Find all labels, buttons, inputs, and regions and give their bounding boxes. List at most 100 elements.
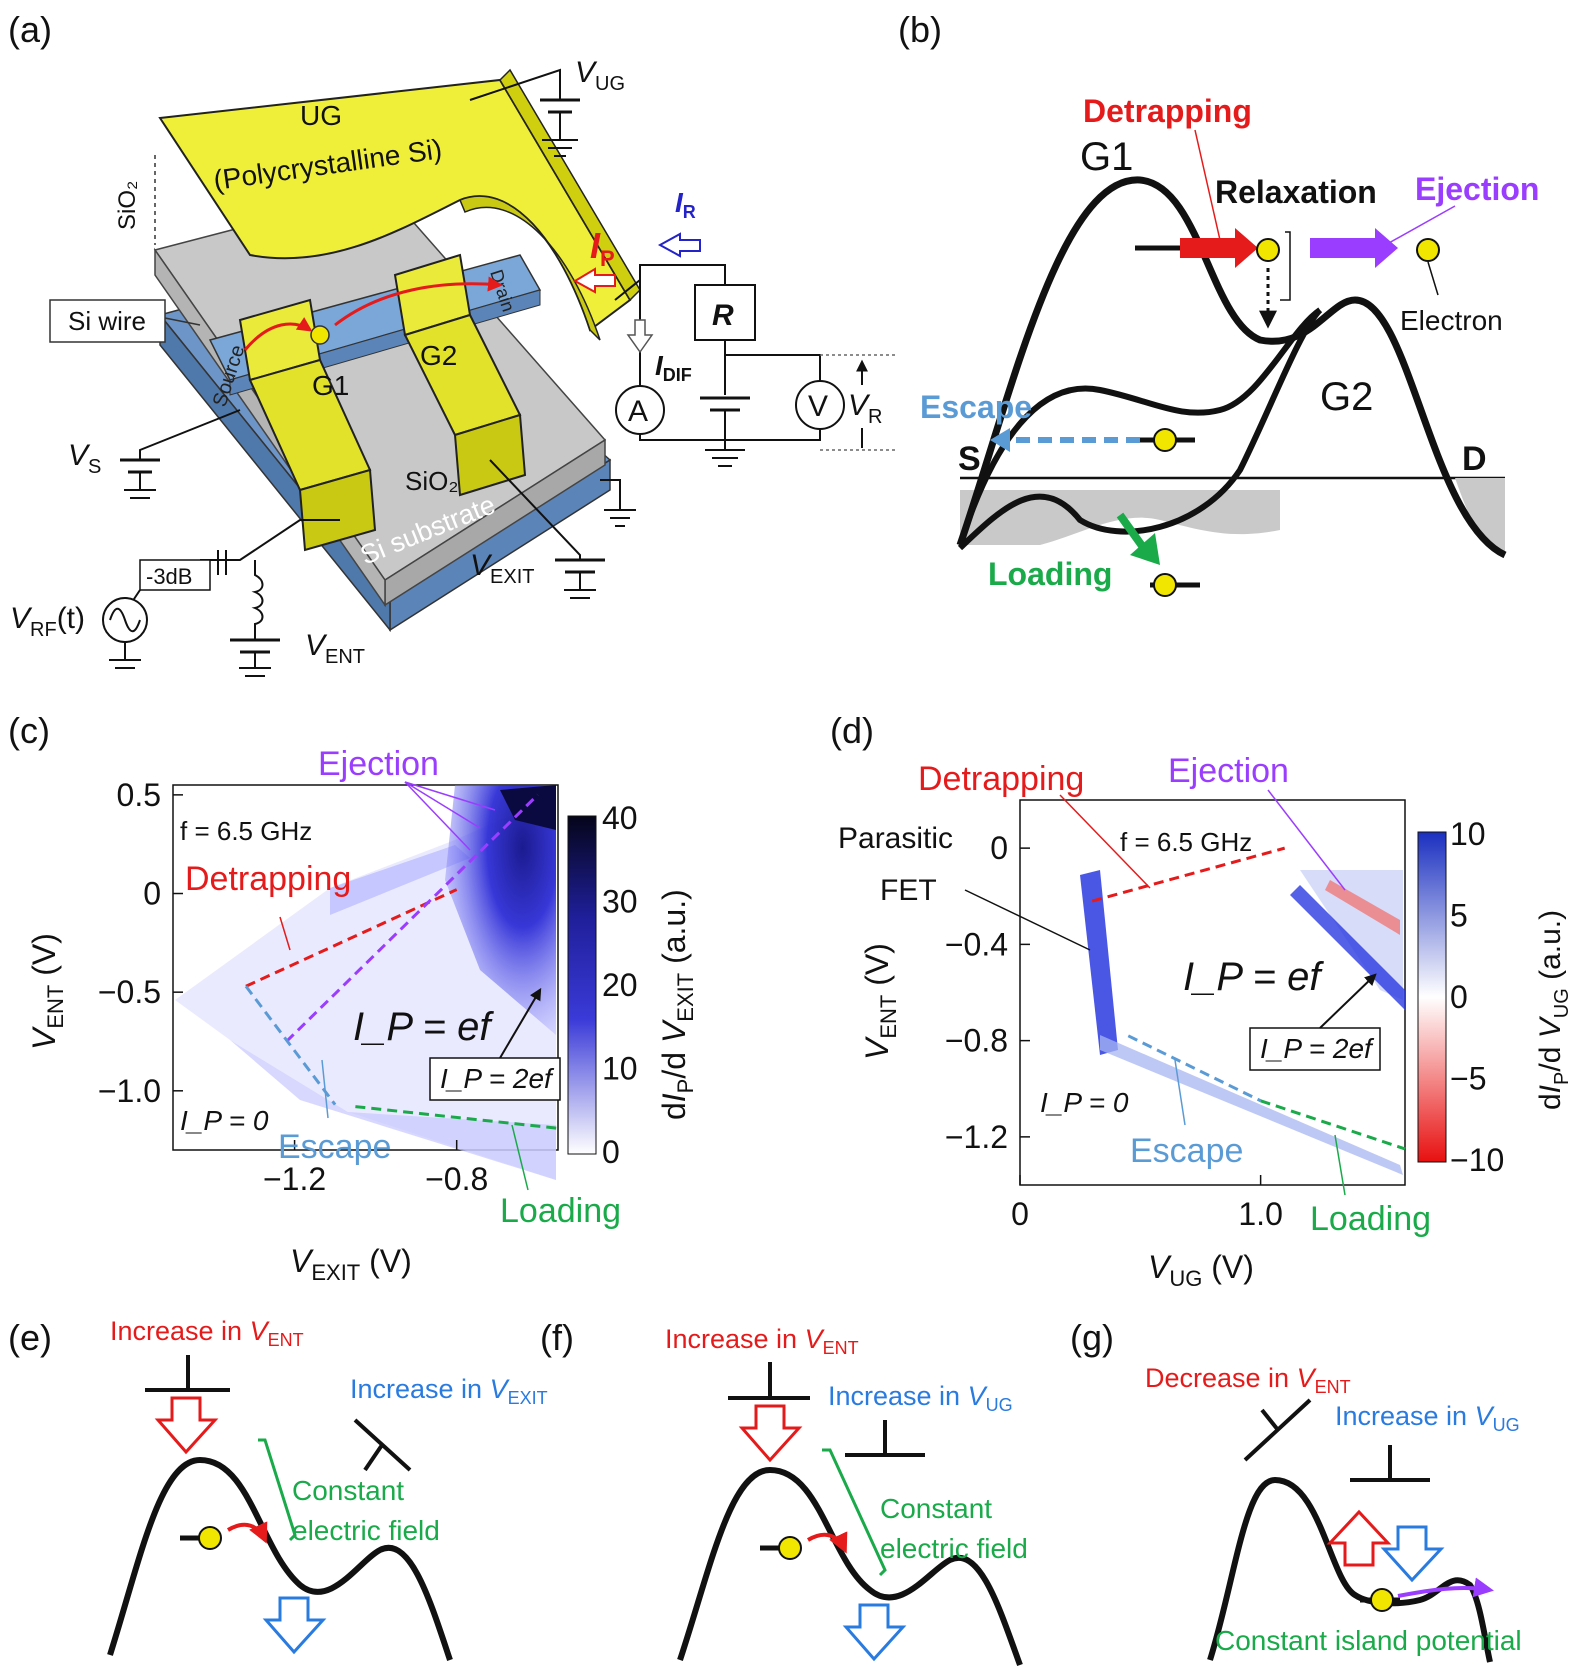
ip-label: IP — [590, 225, 615, 271]
colorbar-tick-label: −5 — [1450, 1061, 1486, 1097]
panel-label-b: (b) — [898, 9, 942, 50]
x-tick-label: −0.8 — [425, 1161, 488, 1197]
y-tick-label: 0 — [143, 876, 161, 912]
v-ug-label: VUG — [575, 56, 625, 95]
g-potential-curve — [1207, 1476, 1493, 1663]
y-tick-label: −0.4 — [945, 926, 1008, 962]
c-ip-ef-label: I_P = ef — [353, 1005, 494, 1049]
detrapping-arrow-icon — [1180, 228, 1258, 268]
colorbar-tick-label: 30 — [602, 884, 638, 920]
d-fet-label: FET — [880, 874, 937, 907]
escape-arrow-icon — [990, 428, 1010, 452]
c-freq-label: f = 6.5 GHz — [180, 816, 312, 846]
electron-dot — [310, 325, 330, 345]
g-dec-ent-label: Decrease in VENT — [1145, 1363, 1351, 1397]
sio2-top-label: SiO₂ — [114, 181, 141, 230]
ug-label: UG — [300, 100, 342, 131]
ip-arrow-icon — [572, 267, 616, 294]
parasitic-fet-band — [1080, 870, 1118, 1055]
v-s-label: VS — [68, 439, 101, 478]
x-tick-label: −1.2 — [263, 1161, 326, 1197]
c-detrapping-label: Detrapping — [185, 860, 351, 898]
device-schematic: Source Drain G1 G2 UG (Polycrystalline S… — [10, 56, 895, 677]
si-wire-label: Si wire — [68, 306, 146, 336]
colorbar-tick-label: 0 — [602, 1134, 620, 1170]
colorbar-tick-label: 40 — [602, 800, 638, 836]
ammeter-label: A — [628, 395, 648, 428]
panel-label-c: (c) — [8, 710, 50, 751]
e-down-arrow-blue-icon — [262, 1596, 327, 1655]
y-tick-label: −0.5 — [98, 974, 161, 1010]
d-ejection-label: Ejection — [1168, 752, 1289, 790]
e-const2-label: electric field — [292, 1515, 440, 1546]
y-tick-label: 0.5 — [117, 777, 161, 813]
d-escape-label: Escape — [1130, 1132, 1243, 1170]
e-const1-label: Constant — [292, 1475, 404, 1506]
g1-label: G1 — [312, 370, 349, 401]
panel-label-d: (d) — [830, 710, 874, 751]
ir-arrow-icon — [657, 232, 701, 258]
potential-curve-upper — [956, 176, 1507, 559]
v-ent-label: VENT — [305, 629, 365, 668]
e-inc-exit-label: Increase in VEXIT — [350, 1374, 548, 1408]
colorbar-c — [567, 815, 597, 1155]
panel-label-e: (e) — [8, 1317, 52, 1358]
guide-line-escape — [244, 985, 337, 1106]
panel-f-diagram: Increase in VENT Increase in VUG Constan… — [665, 1324, 1028, 1667]
c-ylabel: VENT (V) — [26, 933, 68, 1050]
panel-g-diagram: Decrease in VENT Increase in VUG Constan… — [1145, 1363, 1522, 1663]
g-down-arrow-blue-icon — [1380, 1525, 1445, 1583]
v-rf-label: VRF(t) — [10, 602, 85, 641]
c-ejection-label: Ejection — [318, 745, 439, 783]
colorbar-tick-label: 10 — [1450, 816, 1486, 852]
guide-line-escape — [1127, 1034, 1262, 1103]
d-parasitic-label: Parasitic — [838, 822, 953, 855]
colorbar-tick-label: 5 — [1450, 898, 1468, 934]
y-tick-label: −0.8 — [945, 1023, 1008, 1059]
attenuator-label: -3dB — [146, 564, 192, 589]
y-tick-label: −1.2 — [945, 1119, 1008, 1155]
guide-line-loading — [355, 1105, 559, 1130]
v-exit-label: VEXIT — [470, 549, 534, 588]
c-escape-label: Escape — [278, 1128, 391, 1166]
d-ip-0-label: I_P = 0 — [1040, 1087, 1129, 1118]
g-inc-ug-label: Increase in VUG — [1335, 1401, 1520, 1435]
e-potential-curve — [107, 1456, 453, 1661]
f-inc-ent-label: Increase in VENT — [665, 1324, 859, 1358]
b-relaxation-label: Relaxation — [1215, 174, 1377, 210]
colorbar-tick-label: 20 — [602, 967, 638, 1003]
d-ip-2ef-label: I_P = 2ef — [1260, 1033, 1375, 1064]
voltmeter-label: V — [808, 390, 828, 423]
x-tick-label: 0 — [1011, 1196, 1029, 1232]
x-tick-label: 1.0 — [1238, 1196, 1282, 1232]
ejection-arrow-icon — [1310, 228, 1398, 268]
f-potential-curve — [677, 1466, 1023, 1667]
b-g2-label: G2 — [1320, 375, 1373, 419]
sio2-label: SiO₂ — [405, 466, 458, 496]
d-ylabel: VENT (V) — [859, 943, 901, 1060]
g2-label: G2 — [420, 340, 457, 371]
v-r-label: VR — [848, 389, 882, 428]
f-down-arrow-blue-icon — [842, 1603, 907, 1662]
d-cbar-label: dIP/d VUG (a.u.) — [1534, 910, 1573, 1110]
chart-c-dense-region — [445, 785, 556, 1035]
b-loading-label: Loading — [988, 556, 1112, 592]
e-inc-ent-label: Increase in VENT — [110, 1316, 304, 1350]
colorbar-tick-label: 0 — [1450, 979, 1468, 1015]
b-electron-label: Electron — [1400, 305, 1503, 336]
b-d-label: D — [1462, 440, 1487, 478]
f-down-arrow-red-icon — [738, 1404, 803, 1463]
idif-label: IDIF — [655, 350, 692, 385]
d-loading-label: Loading — [1310, 1200, 1431, 1238]
c-ip-0-label: I_P = 0 — [180, 1105, 269, 1136]
chart-d-frame — [1019, 799, 1406, 1186]
f-const2-label: electric field — [880, 1533, 1028, 1564]
b-g1-label: G1 — [1080, 135, 1133, 179]
c-loading-label: Loading — [500, 1192, 621, 1230]
ir-label: IR — [675, 187, 696, 222]
c-xlabel: VEXIT (V) — [290, 1243, 412, 1285]
g-up-arrow-red-icon — [1326, 1509, 1392, 1567]
panel-label-a: (a) — [8, 9, 52, 50]
panel-label-f: (f) — [540, 1317, 574, 1358]
